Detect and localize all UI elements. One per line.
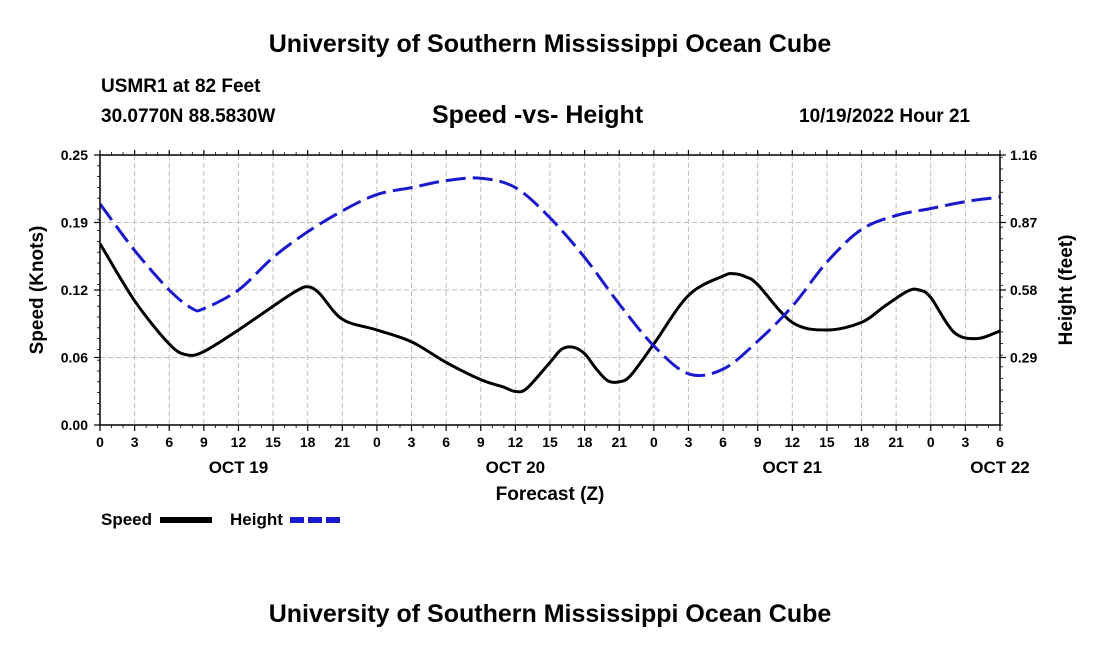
station-label: USMR1 at 82 Feet	[101, 76, 261, 97]
x-tick-label: 18	[300, 434, 316, 450]
x-tick-label: 0	[96, 434, 104, 450]
station-coordinates: 30.0770N 88.5830W	[101, 106, 276, 127]
x-tick-label: 15	[542, 434, 558, 450]
date-label: OCT 21	[763, 458, 823, 477]
grid-lines	[100, 154, 1000, 425]
y-axis-left-title: Speed (Knots)	[27, 226, 48, 355]
y-right-tick-label: 1.16	[1010, 147, 1037, 163]
x-tick-label: 9	[200, 434, 208, 450]
date-label: OCT 19	[209, 458, 269, 477]
date-label: OCT 20	[486, 458, 546, 477]
chart-main-title: University of Southern Mississippi Ocean…	[268, 30, 832, 58]
series-line-height	[100, 176, 1000, 377]
x-tick-label: 15	[819, 434, 835, 450]
x-tick-label: 12	[785, 434, 801, 450]
x-tick-label: 21	[335, 434, 351, 450]
y-left-tick-label: 0.19	[61, 215, 88, 231]
y-left-tick-label: 0.12	[61, 282, 88, 298]
y-right-tick-label: 0.58	[1010, 282, 1037, 298]
y-left-tick-label: 0.00	[61, 417, 88, 433]
x-tick-label: 6	[165, 434, 173, 450]
y-right-tick-label: 0.87	[1010, 215, 1037, 231]
x-tick-label: 21	[611, 434, 627, 450]
footer-title: University of Southern Mississippi Ocean…	[268, 600, 832, 628]
x-tick-label: 0	[927, 434, 935, 450]
x-tick-label: 3	[685, 434, 693, 450]
legend-label-speed: Speed	[101, 510, 152, 529]
x-tick-label: 15	[265, 434, 281, 450]
x-tick-label: 21	[888, 434, 904, 450]
x-tick-label: 6	[442, 434, 450, 450]
date-label: OCT 22	[970, 458, 1030, 477]
x-tick-label: 18	[577, 434, 593, 450]
legend: Speed Height	[101, 510, 342, 529]
tick-marks	[94, 150, 1006, 431]
y-axis-right-title: Height (feet)	[1056, 235, 1077, 346]
x-tick-label: 6	[719, 434, 727, 450]
x-tick-label: 3	[408, 434, 416, 450]
axis-labels: 0 3 6 9 12 15 18 21 0 3 6 9 12 15 18 21 0 3 6 9 12 15 18 21 0 3 6 0…	[61, 147, 1038, 477]
x-tick-label: 9	[477, 434, 485, 450]
series-line-speed	[100, 242, 1000, 394]
y-left-tick-label: 0.06	[61, 350, 88, 366]
x-tick-label: 3	[131, 434, 139, 450]
x-tick-label: 18	[854, 434, 870, 450]
x-tick-label: 3	[961, 434, 969, 450]
x-tick-label: 0	[373, 434, 381, 450]
forecast-timestamp: 10/19/2022 Hour 21	[799, 106, 971, 127]
x-tick-label: 12	[231, 434, 247, 450]
x-axis-title: Forecast (Z)	[496, 484, 605, 505]
chart-subtitle: Speed -vs- Height	[432, 101, 644, 129]
x-tick-label: 6	[996, 434, 1004, 450]
y-right-tick-label: 0.29	[1010, 350, 1037, 366]
x-tick-label: 9	[754, 434, 762, 450]
x-tick-label: 12	[508, 434, 524, 450]
series-layer	[100, 176, 1000, 394]
x-tick-label: 0	[650, 434, 658, 450]
legend-label-height: Height	[230, 510, 283, 529]
y-left-tick-label: 0.25	[61, 147, 88, 163]
